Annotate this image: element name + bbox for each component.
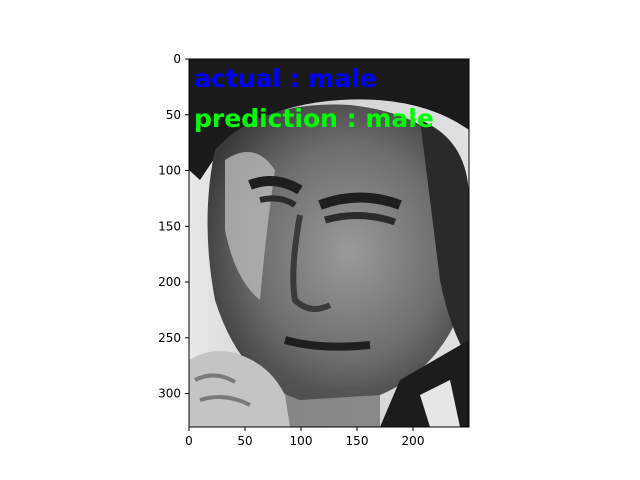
y-tick-label: 150 [158,219,181,233]
prediction-label: prediction : male [194,104,434,133]
x-tick-label: 100 [290,434,313,448]
actual-label: actual : male [194,64,377,93]
y-tick-label: 300 [158,387,181,401]
x-axis: 0 50 100 150 200 [185,427,424,448]
x-tick-label: 200 [402,434,425,448]
x-tick-label: 150 [346,434,369,448]
x-tick-label: 50 [237,434,252,448]
y-tick-label: 50 [166,108,181,122]
axes-frame [188,58,470,428]
y-tick-label: 100 [158,164,181,178]
y-tick-label: 0 [173,52,181,66]
x-tick-label: 0 [185,434,193,448]
y-tick-label: 250 [158,331,181,345]
y-axis: 0 50 100 150 200 250 300 [158,52,189,401]
y-tick-label: 200 [158,275,181,289]
face-photo [189,59,469,427]
